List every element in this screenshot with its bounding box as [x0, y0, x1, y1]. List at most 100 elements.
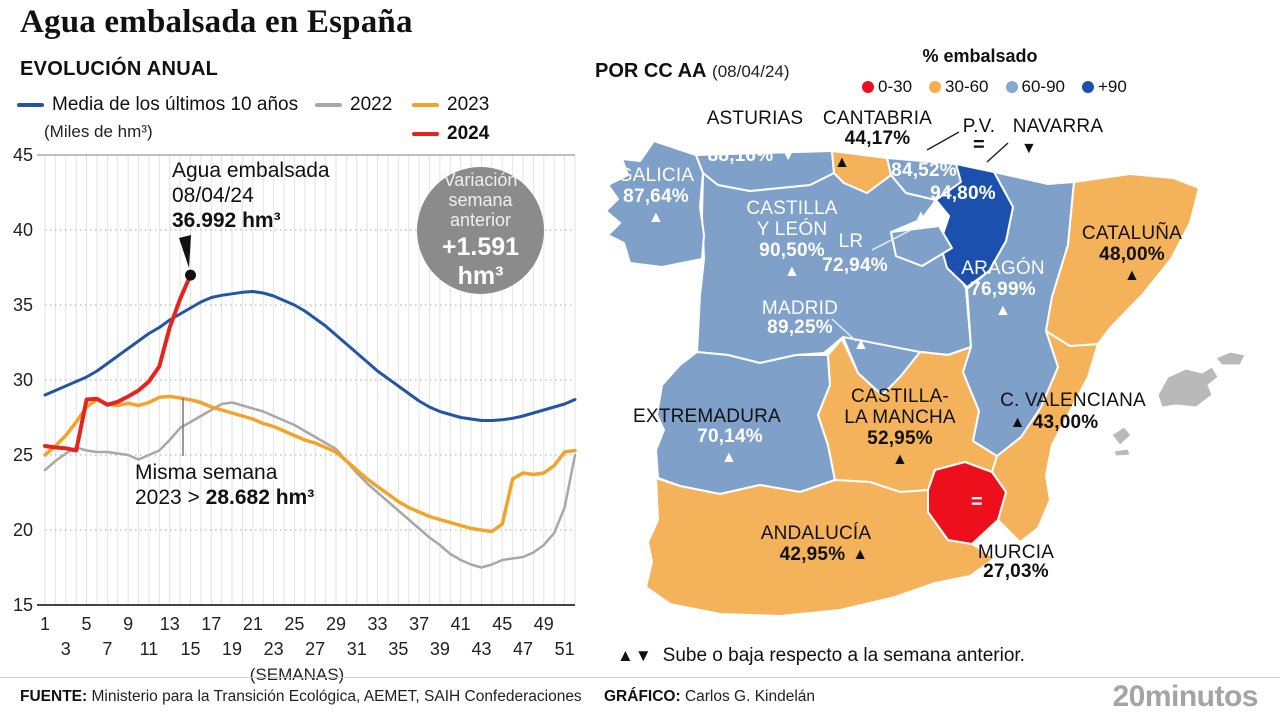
island-ibiza — [1111, 426, 1132, 446]
region-navarra — [935, 163, 1014, 288]
label-pv-value: 84,52% — [891, 160, 957, 181]
svg-text:47: 47 — [513, 639, 533, 659]
legend-label-2023: 2023 — [447, 94, 490, 115]
line-2022-swatch — [315, 103, 342, 107]
legend-label-90plus: +90 — [1098, 77, 1127, 96]
svg-text:7: 7 — [102, 639, 112, 659]
footnote-text: Sube o baja respecto a la semana anterio… — [662, 645, 1025, 666]
label-castilla-la-mancha: CASTILLA- LA MANCHA 52,95% ▲ — [838, 386, 962, 470]
label-pv-name: P.V. — [962, 116, 996, 137]
legend-label-30-60: 30-60 — [945, 77, 989, 96]
prev-annotation-value: 28.682 hm³ — [205, 486, 315, 509]
svg-text:19: 19 — [222, 639, 242, 659]
legend-dot-30-60 — [929, 81, 942, 93]
label-extremadura-value: 70,14% — [697, 426, 763, 447]
svg-text:15: 15 — [13, 595, 33, 615]
map-heading: POR CC AA (08/04/24) — [595, 60, 790, 83]
svg-text:27: 27 — [305, 639, 325, 659]
island-mallorca — [1157, 366, 1219, 408]
footer-divider — [0, 677, 1280, 678]
label-asturias-value: 88,16% ▼ — [707, 145, 797, 166]
label-aragon: ARAGÓN 76,99% ▲ — [945, 258, 1061, 321]
label-valenciana-name: C. VALENCIANA — [1000, 390, 1146, 411]
cataluna-trend-up-icon: ▲ — [1123, 267, 1141, 284]
footer-source: FUENTE: Ministerio para la Transición Ec… — [20, 688, 582, 706]
madrid-trend-up-icon: ▲ — [852, 336, 870, 353]
svg-text:35: 35 — [13, 295, 33, 315]
cantabria-trend-up-icon: ▲ — [833, 154, 851, 171]
prev-annotation-line1: Misma semana — [135, 461, 278, 484]
svg-text:15: 15 — [180, 639, 200, 659]
asturias-trend-down-icon: ▼ — [780, 147, 797, 164]
variation-line1: Variación — [443, 170, 518, 190]
svg-text:25: 25 — [13, 445, 33, 465]
label-galicia: GALICIA 87,64% ▲ — [600, 165, 712, 228]
publisher-logo: 20minutos — [1112, 680, 1258, 713]
label-madrid-value: 89,25% — [767, 317, 833, 338]
svg-text:35: 35 — [388, 639, 408, 659]
media-line-swatch — [17, 103, 44, 107]
legend-dot-60-90 — [1005, 81, 1018, 93]
svg-text:45: 45 — [492, 614, 512, 634]
svg-text:45: 45 — [13, 145, 33, 165]
map-legend: 0-30 30-60 60-90 +90 — [862, 77, 1127, 97]
label-madrid-name: MADRID — [761, 298, 839, 319]
page-title: Agua embalsada en España — [20, 4, 413, 40]
island-menorca — [1215, 351, 1246, 366]
svg-text:40: 40 — [13, 220, 33, 240]
region-cataluna — [1045, 173, 1200, 347]
region-galicia — [605, 140, 705, 268]
label-andalucia-value: 42,95% ▲ — [779, 544, 869, 565]
evolution-chart: 15 20 25 30 35 40 45 1 5 9 13 17 21 25 29 33 37 41 45 49 3 7 1… — [0, 140, 600, 685]
pv-trend-equal-icon: = — [973, 134, 985, 156]
legend-dot-0-30 — [862, 81, 874, 93]
label-cantabria-name: CANTABRIA — [822, 108, 933, 129]
map-legend-title: % embalsado — [922, 46, 1038, 66]
svg-text:49: 49 — [534, 614, 554, 634]
y-axis-unit-label: (Miles de hm³) — [44, 122, 153, 141]
label-murcia-name: MURCIA — [977, 542, 1055, 563]
svg-text:51: 51 — [555, 639, 575, 659]
rioja-pointer-line — [871, 229, 912, 251]
aragon-trend-up-icon: ▲ — [994, 302, 1012, 319]
current-annotation-line1: Agua embalsada — [172, 159, 330, 182]
madrid-pointer-line — [831, 318, 857, 342]
svg-text:13: 13 — [160, 614, 180, 634]
svg-text:1: 1 — [40, 614, 50, 634]
svg-text:39: 39 — [430, 639, 450, 659]
legend-dot-90plus — [1082, 81, 1094, 93]
cyl-trend-up-icon: ▲ — [783, 263, 801, 280]
svg-text:33: 33 — [368, 614, 388, 634]
region-murcia — [927, 461, 1007, 545]
map-heading-title: POR CC AA — [595, 60, 707, 82]
legend-item-media: Media de los últimos 10 años — [17, 94, 298, 116]
andalucia-trend-up-icon: ▲ — [852, 546, 869, 563]
prev-year-annotation: Misma semana 2023 > 28.682 hm³ — [135, 460, 314, 510]
legend-label-2024: 2024 — [447, 123, 490, 144]
valenciana-trend-up-icon: ▲ — [1009, 414, 1026, 431]
svg-text:41: 41 — [451, 614, 471, 634]
credit-text: Carlos G. Kindelán — [684, 688, 816, 705]
variation-badge: Variación semana anterior +1.591 hm³ — [417, 167, 544, 294]
source-text: Ministerio para la Transición Ecológica,… — [91, 688, 582, 705]
variation-line3: anterior — [449, 210, 512, 230]
murcia-trend-equal-icon: = — [971, 491, 983, 513]
clm-trend-up-icon: ▲ — [891, 451, 909, 468]
pv-pointer-line — [926, 131, 960, 151]
svg-text:37: 37 — [409, 614, 429, 634]
svg-text:30: 30 — [13, 370, 33, 390]
svg-text:31: 31 — [347, 639, 367, 659]
svg-text:9: 9 — [123, 614, 133, 634]
rioja-trend-up-icon: ▲ — [912, 208, 930, 225]
label-navarra-name: NAVARRA — [1012, 116, 1104, 137]
region-la-rioja — [890, 225, 953, 267]
label-extremadura-name: EXTREMADURA — [633, 406, 781, 427]
line-2024-swatch — [412, 132, 439, 136]
svg-text:17: 17 — [201, 614, 221, 634]
label-rioja-value: 72,94% — [822, 255, 888, 276]
galicia-trend-up-icon: ▲ — [647, 209, 665, 226]
svg-text:20: 20 — [13, 520, 33, 540]
pointer-lines — [831, 131, 1009, 342]
legend-label-60-90: 60-90 — [1021, 77, 1065, 96]
extremadura-trend-up-icon: ▲ — [720, 449, 738, 466]
